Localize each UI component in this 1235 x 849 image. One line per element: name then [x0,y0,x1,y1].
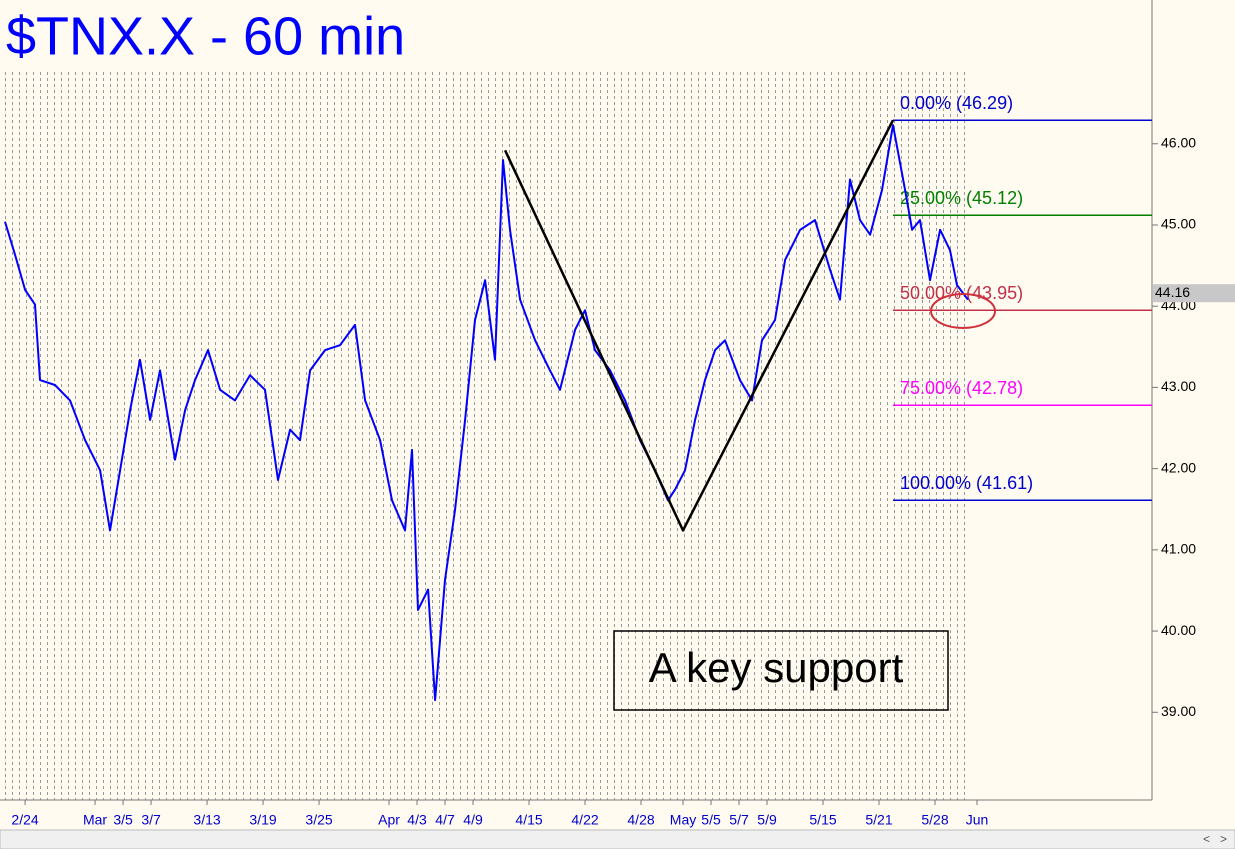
x-tick-label: 3/19 [249,812,276,828]
x-tick-label: 5/28 [921,812,948,828]
y-tick-label: 39.00 [1161,703,1196,719]
x-tick-label: 4/15 [515,812,542,828]
fib-label: 75.00% (42.78) [900,378,1023,398]
x-tick-label: 3/5 [113,812,133,828]
fib-label: 25.00% (45.12) [900,188,1023,208]
fib-label: 50.00% (43.95) [900,283,1023,303]
x-tick-label: Apr [378,812,400,828]
x-tick-label: 5/5 [701,812,721,828]
y-tick-label: 40.00 [1161,622,1196,638]
x-tick-label: 5/9 [757,812,777,828]
fib-label: 0.00% (46.29) [900,93,1013,113]
x-tick-label: 3/13 [193,812,220,828]
x-tick-label: 4/3 [407,812,427,828]
pattern-line [503,119,895,532]
x-tick-label: May [670,812,696,828]
x-tick-label: 3/7 [141,812,161,828]
y-tick-label: 42.00 [1161,459,1196,475]
price-tag [1153,284,1235,303]
x-tick-label: Mar [83,812,107,828]
price-line [4,124,969,702]
y-tick-label: 45.00 [1161,216,1196,232]
scrollbar[interactable] [0,829,1235,849]
plot: 39.0040.0041.0042.0043.0044.0045.0046.00… [4,93,1235,828]
fib-label: 100.00% (41.61) [900,473,1033,493]
x-tick-label: 3/25 [305,812,332,828]
y-tick-label: 41.00 [1161,541,1196,557]
chart-title: $TNX.X - 60 min [6,6,405,66]
x-tick-label: 4/7 [435,812,455,828]
x-tick-label: 4/9 [463,812,483,828]
annotation-box [613,630,949,711]
x-tick-label: Jun [966,812,989,828]
price-tag-label: 44.16 [1155,284,1190,300]
annotation: A key support [649,644,904,691]
x-tick-label: 5/21 [865,812,892,828]
x-tick-label: 5/7 [729,812,749,828]
x-tick-label: 5/15 [809,812,836,828]
y-tick-label: 43.00 [1161,378,1196,394]
x-tick-label: 2/24 [11,812,38,828]
x-tick-label: 4/22 [571,812,598,828]
time-grid [5,70,967,800]
y-tick-label: 46.00 [1161,134,1196,150]
x-tick-label: 4/28 [627,812,654,828]
scroll-left[interactable]: < [1203,832,1210,846]
scroll-right[interactable]: > [1220,832,1227,846]
highlight-ellipse [930,293,996,329]
